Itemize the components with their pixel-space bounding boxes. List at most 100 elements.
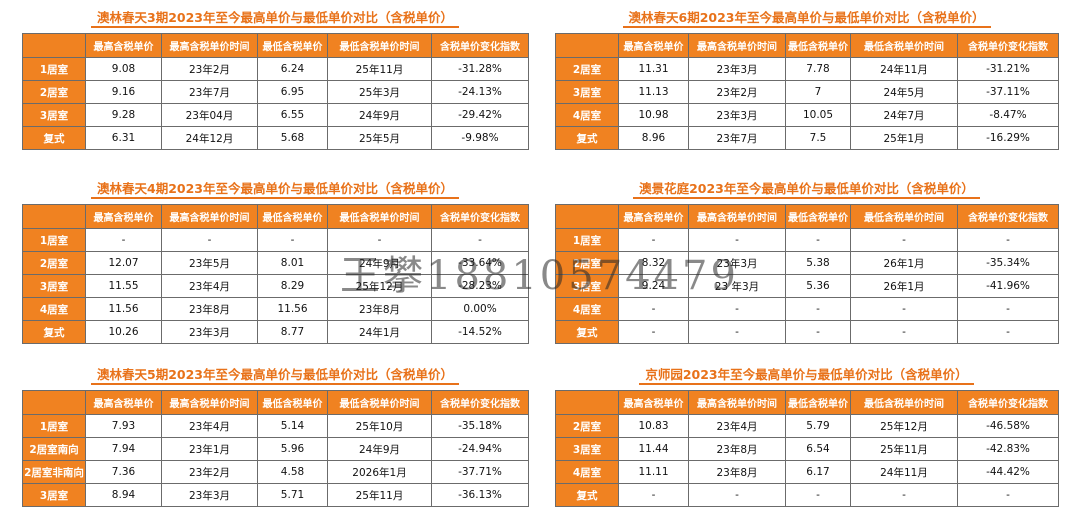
row-label: 4居室 — [555, 103, 619, 127]
column-header: 最低含税单价 — [785, 390, 851, 415]
header-corner — [555, 390, 619, 415]
table-cell: 0.00% — [431, 297, 529, 321]
table-cell: 7.36 — [85, 460, 162, 484]
column-header: 最高含税单价时间 — [161, 33, 258, 58]
column-header: 最低含税单价时间 — [327, 204, 432, 229]
table-cell: 24年12月 — [161, 126, 258, 150]
table-row: 复式 - - - - - — [555, 320, 1059, 344]
table-title-text: 澳景花庭2023年至今最高单价与最低单价对比（含税单价） — [633, 180, 980, 199]
table-cell: 24年11月 — [850, 57, 958, 81]
table-cell: 6.24 — [257, 57, 328, 81]
table-cell: - — [688, 297, 786, 321]
table-cell: 23年04月 — [161, 103, 258, 127]
table-row: 4居室 10.98 23年3月 10.05 24年7月 -8.47% — [555, 103, 1059, 127]
table-row: 3居室 9.24 23 年3月 5.36 26年1月 -41.96% — [555, 274, 1059, 298]
table-cell: - — [688, 228, 786, 252]
table-cell: - — [431, 228, 529, 252]
table-cell: 25年5月 — [327, 126, 432, 150]
table-cell: 24年9月 — [327, 251, 432, 275]
table-row: 复式 10.26 23年3月 8.77 24年1月 -14.52% — [22, 320, 529, 344]
table-row: 2居室 12.07 23年5月 8.01 24年9月 -33.64% — [22, 251, 529, 275]
table-cell: 25年3月 — [327, 80, 432, 104]
column-header: 最高含税单价 — [618, 390, 689, 415]
table-cell: 7.5 — [785, 126, 851, 150]
table-cell: 6.17 — [785, 460, 851, 484]
table-cell: - — [688, 320, 786, 344]
column-header: 最低含税单价 — [257, 390, 328, 415]
row-label: 3居室 — [555, 437, 619, 461]
column-header: 最低含税单价 — [257, 204, 328, 229]
table-cell: 25年1月 — [850, 126, 958, 150]
table-cell: - — [957, 483, 1059, 507]
table-cell: 23年4月 — [161, 274, 258, 298]
header-row: 最高含税单价 最高含税单价时间 最低含税单价 最低含税单价时间 含税单价变化指数 — [22, 204, 529, 229]
price-table: 最高含税单价 最高含税单价时间 最低含税单价 最低含税单价时间 含税单价变化指数 1居室 -… — [555, 204, 1059, 344]
row-label: 1居室 — [22, 57, 86, 81]
column-header: 含税单价变化指数 — [957, 33, 1059, 58]
table-cell: 5.79 — [785, 414, 851, 438]
table-title-text: 澳林春天3期2023年至今最高单价与最低单价对比（含税单价） — [91, 9, 459, 28]
column-header: 含税单价变化指数 — [431, 33, 529, 58]
column-header: 最高含税单价时间 — [161, 390, 258, 415]
table-cell: 23年7月 — [688, 126, 786, 150]
table-cell: 25年12月 — [850, 414, 958, 438]
table-cell: 11.44 — [618, 437, 689, 461]
table-row: 1居室 - - - - - — [22, 228, 529, 252]
table-cell: -24.13% — [431, 80, 529, 104]
table-cell: 23年3月 — [688, 251, 786, 275]
column-header: 最低含税单价时间 — [850, 33, 958, 58]
row-label: 2居室非南向 — [22, 460, 86, 484]
column-header: 最低含税单价时间 — [850, 204, 958, 229]
table-cell: - — [785, 297, 851, 321]
table-cell: 24年9月 — [327, 437, 432, 461]
column-header: 含税单价变化指数 — [957, 390, 1059, 415]
table-cell: 10.05 — [785, 103, 851, 127]
table-cell: -31.28% — [431, 57, 529, 81]
table-cell: 8.96 — [618, 126, 689, 150]
table-cell: 23年3月 — [161, 320, 258, 344]
row-label: 3居室 — [555, 274, 619, 298]
table-cell: - — [618, 228, 689, 252]
table-cell: 23年4月 — [688, 414, 786, 438]
table-title: 京师园2023年至今最高单价与最低单价对比（含税单价） — [555, 365, 1058, 385]
row-label: 3居室 — [22, 274, 86, 298]
price-table: 最高含税单价 最高含税单价时间 最低含税单价 最低含税单价时间 含税单价变化指数 1居室 7… — [22, 390, 529, 507]
table-cell: -28.23% — [431, 274, 529, 298]
table-cell: -41.96% — [957, 274, 1059, 298]
table-cell: 11.31 — [618, 57, 689, 81]
table-row: 1居室 7.93 23年4月 5.14 25年10月 -35.18% — [22, 414, 529, 438]
table-cell: -37.11% — [957, 80, 1059, 104]
table-cell: 8.01 — [257, 251, 328, 275]
table-row: 2居室 8.32 23年3月 5.38 26年1月 -35.34% — [555, 251, 1059, 275]
table-cell: -9.98% — [431, 126, 529, 150]
row-label: 2居室 — [22, 80, 86, 104]
table-cell: 24年7月 — [850, 103, 958, 127]
table-title-text: 京师园2023年至今最高单价与最低单价对比（含税单价） — [639, 366, 974, 385]
table-cell: 11.55 — [85, 274, 162, 298]
table-row: 4居室 - - - - - — [555, 297, 1059, 321]
table-cell: 7.94 — [85, 437, 162, 461]
table-row: 2居室 11.31 23年3月 7.78 24年11月 -31.21% — [555, 57, 1059, 81]
table-row: 2居室南向 7.94 23年1月 5.96 24年9月 -24.94% — [22, 437, 529, 461]
column-header: 含税单价变化指数 — [431, 390, 529, 415]
table-cell: 25年10月 — [327, 414, 432, 438]
row-label: 2居室 — [555, 57, 619, 81]
table-cell: 23年3月 — [161, 483, 258, 507]
table-cell: 23年8月 — [688, 437, 786, 461]
row-label: 复式 — [555, 320, 619, 344]
table-cell: 8.94 — [85, 483, 162, 507]
table-cell: - — [785, 320, 851, 344]
price-table: 最高含税单价 最高含税单价时间 最低含税单价 最低含税单价时间 含税单价变化指数 2居室 1… — [555, 33, 1059, 150]
table-cell: 5.14 — [257, 414, 328, 438]
table-cell: 11.13 — [618, 80, 689, 104]
header-row: 最高含税单价 最高含税单价时间 最低含税单价 最低含税单价时间 含税单价变化指数 — [555, 204, 1059, 229]
row-label: 4居室 — [555, 297, 619, 321]
table-title: 澳林春天4期2023年至今最高单价与最低单价对比（含税单价） — [22, 179, 528, 199]
column-header: 最高含税单价时间 — [688, 390, 786, 415]
column-header: 最高含税单价 — [85, 204, 162, 229]
table-cell: 11.11 — [618, 460, 689, 484]
table-cell: 24年9月 — [327, 103, 432, 127]
row-label: 4居室 — [22, 297, 86, 321]
table-row: 3居室 9.28 23年04月 6.55 24年9月 -29.42% — [22, 103, 529, 127]
table-cell: - — [957, 320, 1059, 344]
